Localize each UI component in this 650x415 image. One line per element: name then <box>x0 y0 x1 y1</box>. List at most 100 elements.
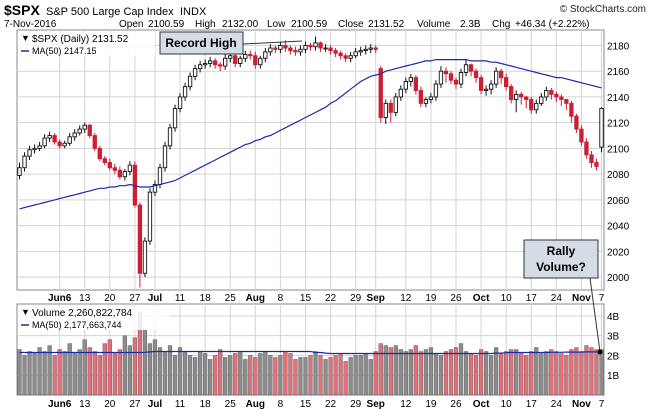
volume-bar <box>559 353 564 396</box>
candle-body <box>147 191 153 242</box>
volume-value: 2.3B <box>460 19 481 30</box>
candle-body <box>97 147 102 160</box>
close-value: 2131.52 <box>368 19 405 30</box>
volume-bar <box>198 351 203 396</box>
candle-body <box>107 162 112 169</box>
volume-bar <box>152 339 158 396</box>
volume-bar <box>368 359 373 396</box>
candle-body <box>418 90 424 104</box>
candle-body <box>157 167 163 185</box>
volume-bar <box>458 343 464 396</box>
candle-body <box>343 55 348 59</box>
volume-bar <box>473 355 479 396</box>
volume-bar <box>172 355 178 396</box>
volume-bar <box>549 349 554 396</box>
volume-bar <box>182 351 188 396</box>
rally-volume-marker <box>597 349 603 355</box>
volume-legend: Volume 2,260,822,784 <box>32 308 133 319</box>
volume-x-tick-label: 8 <box>278 399 284 410</box>
candle-body <box>52 135 57 143</box>
volume-bar <box>117 349 122 396</box>
candle-body <box>62 142 67 147</box>
volume-bar <box>37 347 42 396</box>
volume-bar <box>82 339 87 396</box>
x-tick-label: Oct <box>473 293 490 304</box>
candle-body <box>22 155 27 169</box>
candle-body <box>258 57 263 66</box>
price-tick-label: 2180 <box>607 41 630 52</box>
volume-bar <box>87 347 92 396</box>
candle-body <box>17 167 22 176</box>
volume-x-tick-label: 13 <box>79 399 91 410</box>
candle-body <box>197 64 203 70</box>
x-tick-label: 29 <box>350 293 362 304</box>
volume-bar <box>483 351 489 396</box>
volume-bar <box>373 351 378 396</box>
volume-x-tick-label: 29 <box>350 399 362 410</box>
volume-bar <box>443 351 449 396</box>
volume-bar <box>584 345 589 396</box>
price-tick-label: 2140 <box>607 93 630 104</box>
candle-body <box>47 135 52 139</box>
rally-volume-label-1: Rally <box>547 244 576 258</box>
volume-bar <box>248 355 253 396</box>
volume-bar <box>499 353 504 396</box>
candle-body <box>368 47 373 50</box>
price-tick-label: 2100 <box>607 144 630 155</box>
volume-bar <box>238 351 243 396</box>
candle-body <box>554 93 559 98</box>
x-tick-label: 10 <box>501 293 513 304</box>
candle-body <box>448 73 454 81</box>
chg-label: Chg <box>492 19 510 30</box>
volume-bar <box>448 349 454 396</box>
rally-volume-callout <box>523 239 599 279</box>
candle-body <box>559 96 564 100</box>
x-tick-label: 25 <box>225 293 237 304</box>
volume-bar <box>52 355 57 396</box>
x-tick-label: 24 <box>551 293 563 304</box>
index-name: S&P 500 Large Cap Index <box>46 6 174 18</box>
candle-body <box>202 63 208 66</box>
volume-bar <box>147 343 153 396</box>
candle-body <box>488 83 494 90</box>
volume-bar <box>112 353 117 396</box>
x-tick-label: Jun6 <box>48 293 72 304</box>
candle-body <box>534 102 539 111</box>
candle-body <box>413 77 419 91</box>
volume-bar <box>393 345 398 396</box>
candle-body <box>483 88 489 91</box>
x-tick-label: 15 <box>300 293 312 304</box>
x-tick-label: 19 <box>425 293 437 304</box>
volume-bar <box>534 347 539 396</box>
candle-body <box>283 44 288 49</box>
x-tick-label: 12 <box>400 293 412 304</box>
candle-body <box>328 47 333 52</box>
candle-body <box>238 57 243 64</box>
candle-body <box>32 147 37 151</box>
volume-bar <box>363 353 368 396</box>
volume-bar <box>22 355 27 396</box>
candle-body <box>589 154 594 164</box>
volume-bar <box>303 357 308 396</box>
candle-body <box>323 47 328 50</box>
price-tick-label: 2040 <box>607 222 630 233</box>
candle-body <box>519 93 524 98</box>
price-legend-icon: ▼ <box>21 33 30 43</box>
candle-body <box>263 51 268 59</box>
candle-body <box>579 128 584 143</box>
volume-bar <box>223 357 228 396</box>
candle-body <box>298 48 303 53</box>
volume-x-tick-label: 20 <box>104 399 116 410</box>
volume-bar <box>408 349 413 396</box>
open-value: 2100.59 <box>148 19 185 30</box>
volume-label: Volume <box>417 19 451 30</box>
volume-bar <box>177 347 183 396</box>
candle-body <box>574 115 579 130</box>
candle-body <box>423 99 429 104</box>
candle-body <box>584 141 589 156</box>
candle-body <box>182 86 188 98</box>
volume-bar <box>157 347 163 396</box>
low-label: Low <box>267 19 286 30</box>
candle-body <box>42 137 47 147</box>
x-tick-label: 11 <box>175 293 186 304</box>
